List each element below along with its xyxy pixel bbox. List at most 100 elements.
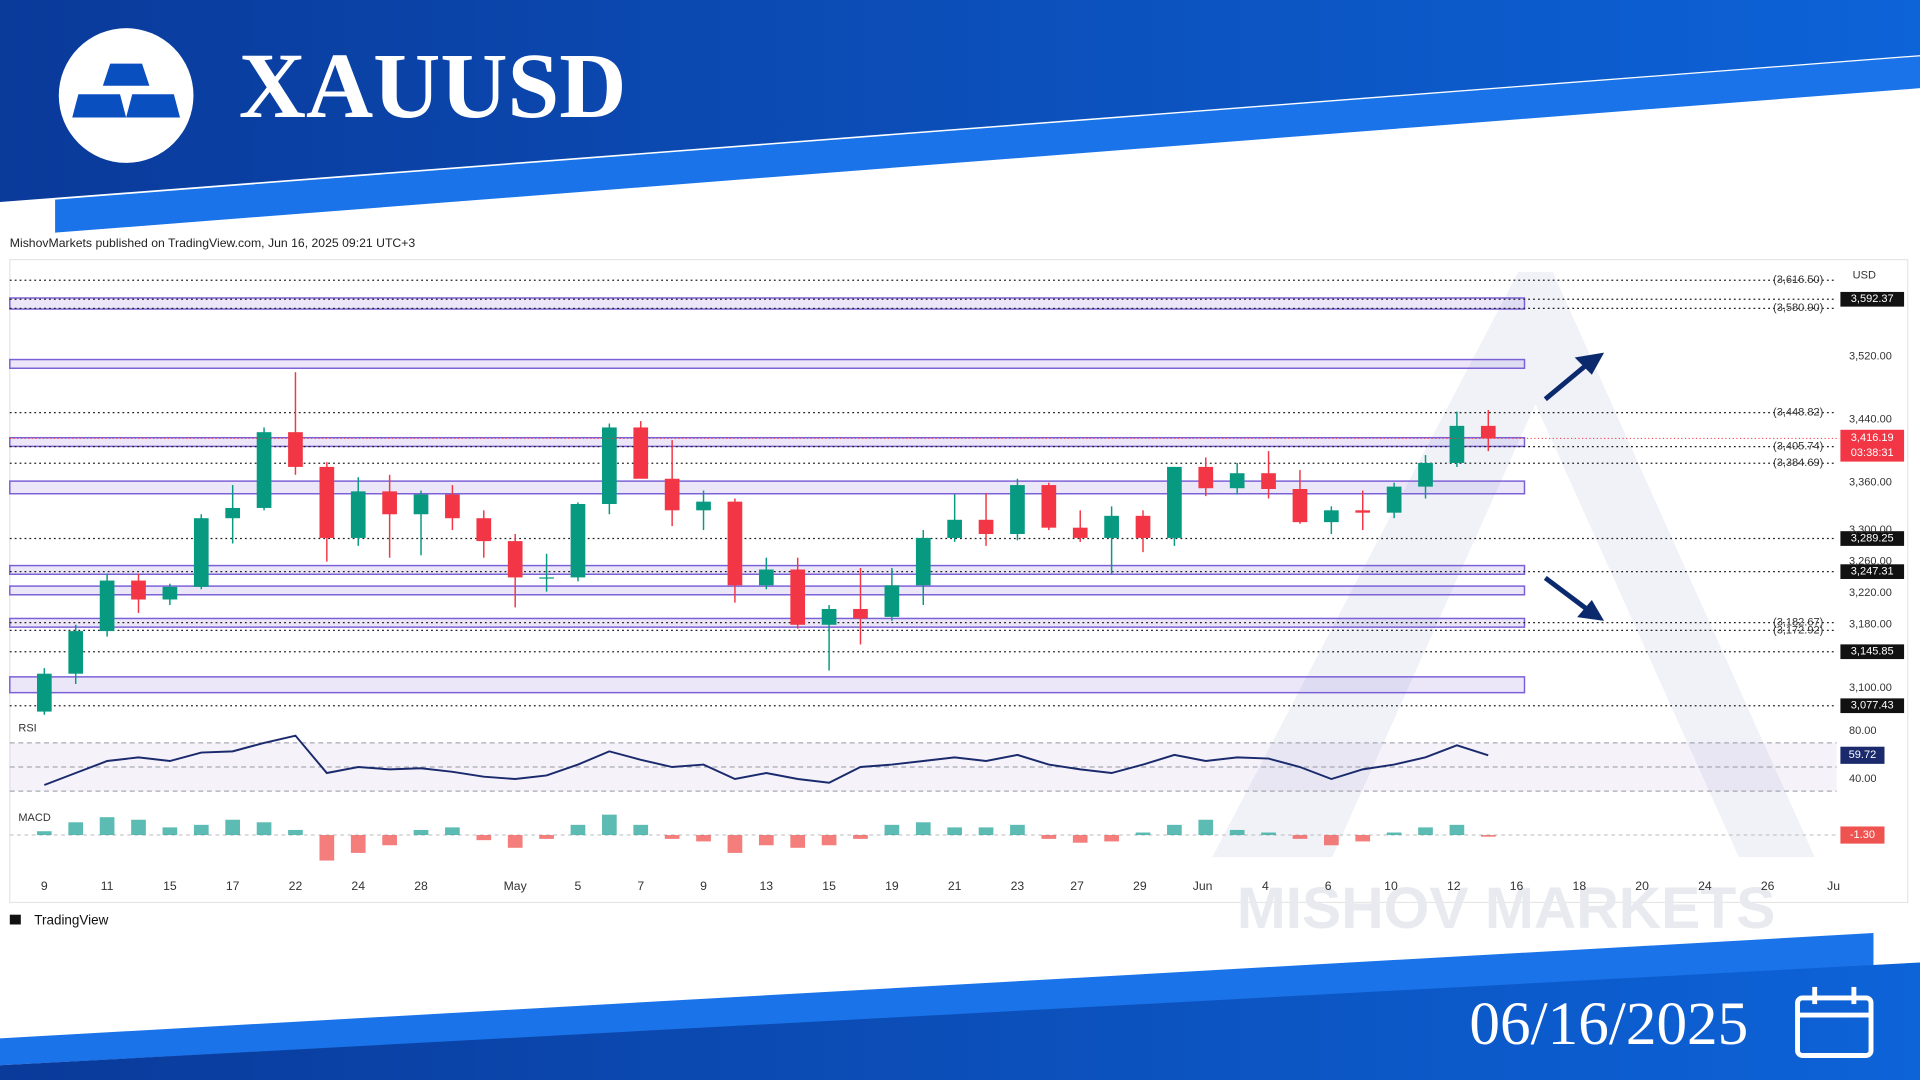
x-tick-label: 9 [700, 879, 707, 893]
macd-bar [853, 835, 868, 839]
x-tick-label: 24 [1698, 879, 1712, 893]
level-badge [1840, 644, 1905, 660]
candle-body [821, 608, 837, 625]
candle-body [1135, 515, 1151, 538]
level-badge [1840, 698, 1905, 714]
level-label: 3,247.31 [1851, 566, 1894, 578]
candle-body [319, 466, 335, 538]
x-tick-label: 28 [414, 879, 428, 893]
rsi-value: 59.72 [1849, 749, 1877, 761]
zone [9, 585, 1526, 596]
level-label: (3,448.82) [1773, 406, 1823, 418]
macd-bar [790, 835, 806, 848]
macd-bar [884, 824, 900, 836]
arrows [1543, 352, 1605, 621]
candle-body [1386, 486, 1402, 513]
macd-bar [99, 817, 115, 836]
level-label: 3,592.37 [1851, 293, 1894, 305]
macd-bar [68, 822, 84, 836]
macd-bar [319, 835, 335, 861]
candle-body [99, 580, 115, 632]
watermark-shape [1212, 271, 1815, 858]
macd-bar [1167, 824, 1182, 836]
candle-body [696, 501, 711, 511]
x-tick-label: 9 [41, 879, 48, 893]
x-tick-label: 5 [575, 879, 582, 893]
macd-bar [1135, 832, 1151, 836]
candle-body [915, 537, 931, 586]
x-tick-label: 7 [637, 879, 644, 893]
x-tick-label: 17 [226, 879, 240, 893]
y-tick-label: 3,300.00 [1849, 524, 1892, 536]
macd-bar [758, 835, 774, 846]
zone [9, 297, 1526, 310]
macd-bar [1355, 835, 1371, 842]
x-tick-label: 26 [1761, 879, 1775, 893]
level-label: (3,384.69) [1773, 457, 1823, 469]
macd-bar [915, 822, 931, 836]
macd-bar [1072, 835, 1088, 843]
x-tick-label: 15 [163, 879, 177, 893]
macd-bar [1386, 832, 1402, 836]
macd-bar [696, 835, 711, 842]
macd-bar [1323, 835, 1339, 846]
x-tick-label: 23 [1011, 879, 1025, 893]
macd-bar [225, 819, 241, 836]
y-tick-label: 3,220.00 [1849, 587, 1892, 599]
x-tick-label: 24 [351, 879, 365, 893]
macd-bar [633, 824, 649, 836]
candle-body [947, 519, 963, 538]
macd-bar [1261, 832, 1276, 836]
candle-body [1449, 425, 1465, 463]
candle-body [476, 518, 492, 542]
x-tick-label: 18 [1573, 879, 1587, 893]
header-banner [0, 0, 1920, 203]
candle-body [193, 518, 209, 587]
candle-body [1355, 510, 1371, 513]
candle-body [853, 608, 868, 619]
candle-body [225, 507, 241, 519]
candle-body [131, 580, 146, 600]
x-tick-label: 13 [760, 879, 774, 893]
macd-bar [539, 835, 554, 839]
x-tick-label: 16 [1510, 879, 1524, 893]
candle-body [978, 519, 994, 534]
level-badge [1840, 291, 1905, 307]
macd-badge [1840, 826, 1885, 844]
x-tick-label: 10 [1384, 879, 1398, 893]
candle-body [1261, 473, 1276, 490]
candle-body [570, 504, 586, 578]
last-price-badge [1840, 429, 1905, 462]
header-stripe [55, 56, 1920, 233]
date: 06/16/2025 [1469, 990, 1748, 1058]
level-label: (3,580.90) [1773, 302, 1823, 314]
level-label: (3,182.67) [1773, 617, 1823, 629]
footer-stripe [0, 933, 1874, 1066]
candle-body [256, 432, 272, 508]
candle-body [1198, 466, 1214, 489]
candle-body [664, 478, 680, 511]
candle-body [36, 673, 52, 712]
watermark: MISHOV MARKETS [1237, 876, 1776, 941]
candle-body [382, 491, 397, 515]
last-price-label: 3,416.19 [1851, 432, 1894, 444]
candle-body [1418, 462, 1433, 487]
rsi-tick-label: 40.00 [1849, 773, 1877, 785]
level-badge [1840, 531, 1905, 546]
candle-body [162, 586, 178, 600]
candle-body [602, 427, 617, 505]
y-tick-label: 3,180.00 [1849, 619, 1892, 631]
x-tick-label: 11 [101, 879, 114, 893]
footer-banner [0, 962, 1920, 1080]
zone [9, 480, 1526, 495]
candle-body [507, 541, 523, 578]
y-tick-label: 3,520.00 [1849, 350, 1892, 362]
candle-body [790, 569, 806, 625]
y-tick-label: 3,440.00 [1849, 413, 1892, 425]
candle-body [884, 585, 900, 617]
macd-bar [476, 835, 492, 841]
macd-bar [507, 835, 523, 848]
candle-body [1229, 473, 1245, 489]
level-label: 3,145.85 [1851, 646, 1894, 658]
